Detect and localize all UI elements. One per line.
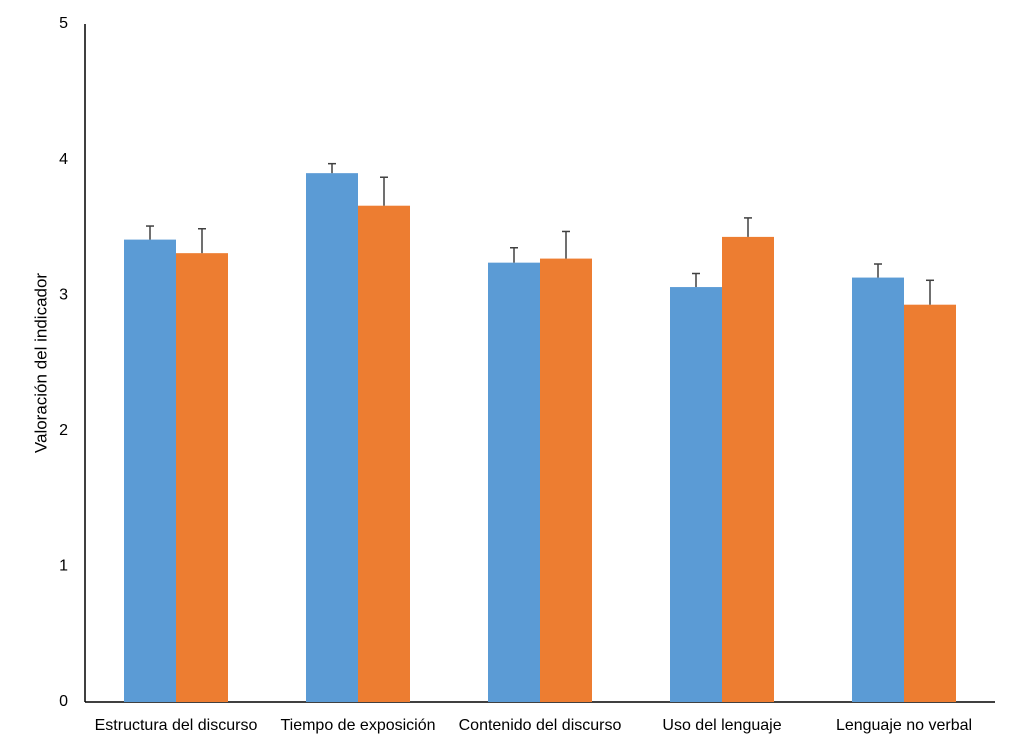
- bar: [358, 205, 410, 703]
- y-tick-label: 3: [59, 286, 68, 303]
- bar: [488, 262, 540, 702]
- x-tick-label: Estructura del discurso: [95, 717, 258, 734]
- y-tick-label: 5: [59, 15, 68, 32]
- y-tick-label: 0: [59, 693, 68, 710]
- bar: [540, 258, 592, 702]
- y-tick-label: 4: [59, 151, 68, 168]
- bar: [722, 236, 774, 702]
- bar: [306, 173, 358, 702]
- x-tick-label: Lenguaje no verbal: [836, 717, 972, 734]
- x-tick-label: Uso del lenguaje: [662, 717, 781, 734]
- bar: [124, 239, 176, 702]
- bar: [670, 287, 722, 702]
- x-tick-label: Tiempo de exposición: [280, 717, 435, 734]
- y-tick-label: 1: [59, 558, 68, 575]
- bar: [904, 304, 956, 702]
- y-tick-label: 2: [59, 422, 68, 439]
- x-tick-label: Contenido del discurso: [459, 717, 622, 734]
- y-axis-label: Valoración del indicador: [31, 273, 50, 454]
- bar: [852, 277, 904, 702]
- bar: [176, 253, 228, 702]
